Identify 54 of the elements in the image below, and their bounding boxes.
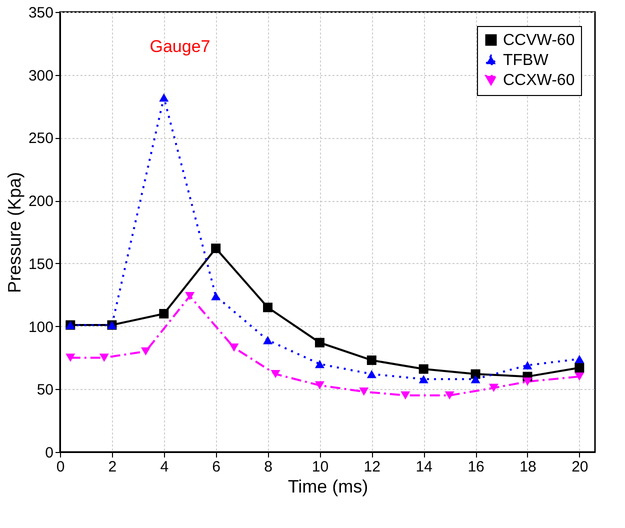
x-tick-label: 12	[364, 458, 380, 476]
point	[263, 302, 273, 312]
legend-label: CCVW-60	[503, 32, 575, 49]
y-axis-title: Pressure (Kpa)	[4, 172, 24, 294]
x-tick-label: 8	[264, 458, 272, 476]
x-tick-label: 16	[468, 458, 484, 476]
x-tick-label: 0	[56, 458, 65, 476]
x-tick-label: 10	[312, 458, 329, 476]
y-tick-label: 0	[45, 444, 54, 462]
point	[366, 355, 376, 365]
point	[263, 336, 273, 344]
point	[211, 292, 221, 300]
x-tick-label: 18	[520, 458, 536, 476]
point	[159, 308, 169, 318]
point	[488, 384, 498, 392]
x-tick-label: 6	[212, 458, 220, 476]
x-axis-title: Time (ms)	[288, 476, 368, 496]
point	[574, 372, 584, 381]
legend-label: TFBW	[503, 52, 550, 69]
point	[400, 391, 410, 400]
y-tick-label: 350	[28, 4, 54, 22]
point	[522, 361, 532, 370]
point	[418, 364, 428, 374]
x-tick-label: 14	[416, 458, 432, 476]
point	[211, 244, 221, 254]
point	[314, 338, 324, 348]
point	[229, 344, 239, 352]
y-tick-label: 50	[36, 382, 54, 399]
point	[418, 374, 428, 384]
x-tick-label: 20	[572, 458, 588, 476]
point	[470, 374, 480, 384]
y-tick-label: 150	[28, 256, 54, 273]
point	[444, 391, 454, 400]
point	[270, 370, 280, 378]
point	[359, 388, 369, 396]
point	[185, 292, 195, 300]
point	[99, 354, 109, 362]
annotation: Gauge7	[150, 37, 210, 56]
point	[366, 370, 376, 378]
x-tick-label: 2	[108, 458, 117, 476]
point	[159, 93, 169, 102]
point	[66, 354, 76, 362]
y-tick-label: 100	[28, 318, 54, 336]
x-tick-label: 4	[160, 458, 169, 476]
point	[140, 347, 150, 356]
legend-label: CCXW-60	[503, 72, 575, 89]
point	[574, 354, 584, 364]
point	[522, 377, 532, 386]
y-tick-label: 300	[28, 67, 54, 84]
y-tick-label: 200	[28, 193, 54, 210]
point	[574, 363, 584, 373]
point	[314, 360, 324, 368]
y-tick-label: 250	[28, 130, 54, 148]
point	[314, 381, 324, 390]
